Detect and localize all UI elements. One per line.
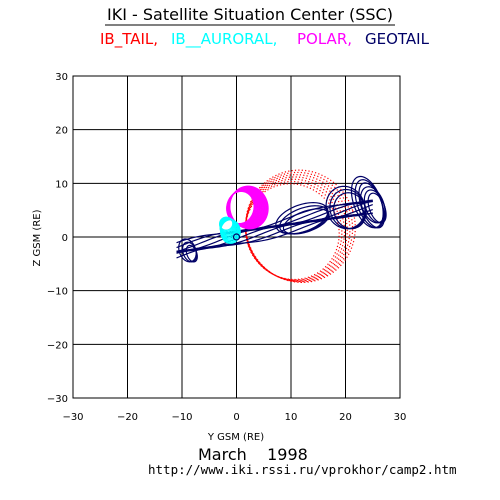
- x-axis-label: Y GSM (RE): [207, 432, 264, 443]
- polar-loop: [229, 185, 269, 230]
- chart-title: IKI - Satellite Situation Center (SSC): [107, 5, 393, 24]
- tick-labels: −30 −20 −10 0 10 20 30 −30 −20 −10 0 10 20 30: [47, 72, 406, 423]
- geotail-loop: [325, 185, 366, 230]
- geotail-loop: [367, 192, 387, 224]
- geotail-loop: [358, 182, 385, 229]
- geotail-loop: [275, 202, 329, 235]
- footer-date: March 1998: [198, 445, 308, 464]
- x-tick-label: 10: [285, 412, 298, 423]
- legend-entry-ib-auroral: IB__AURORAL,: [171, 30, 277, 49]
- geotail-track: [176, 200, 373, 244]
- x-tick-label: −30: [62, 412, 83, 423]
- ib-auroral-loop: [220, 219, 241, 244]
- y-tick-label: 0: [62, 233, 68, 244]
- x-tick-label: 30: [394, 412, 407, 423]
- ib-tail-loop: [244, 180, 343, 281]
- x-tick-label: 0: [233, 412, 239, 423]
- data-layers: [176, 169, 387, 283]
- y-axis-label: Z GSM (RE): [32, 209, 43, 266]
- y-tick-label: 10: [55, 179, 68, 190]
- plot-area: [72, 75, 401, 399]
- ib-tail-loop: [245, 174, 351, 283]
- y-tick-label: 30: [55, 72, 68, 83]
- geotail-track: [176, 200, 373, 254]
- legend-entry-geotail: GEOTAIL: [365, 30, 430, 48]
- x-tick-label: −10: [171, 412, 192, 423]
- legend-entry-polar: POLAR,: [297, 30, 352, 48]
- ib-tail-loop: [245, 178, 346, 282]
- geotail-loop: [185, 244, 198, 263]
- series-polar: [226, 185, 269, 230]
- y-tick-label: −20: [47, 340, 68, 351]
- geotail-loop: [363, 189, 387, 224]
- y-tick-label: −30: [47, 394, 68, 405]
- x-tick-label: −20: [117, 412, 138, 423]
- x-tick-label: 20: [339, 412, 352, 423]
- y-tick-label: 20: [55, 126, 68, 137]
- series-geotail: [176, 175, 387, 263]
- footer-url: http://www.iki.rssi.ru/vprokhor/camp2.ht…: [148, 462, 457, 477]
- geotail-loop: [279, 205, 330, 235]
- geotail-loop: [181, 241, 198, 263]
- geotail-loop: [360, 186, 386, 224]
- geotail-loop: [178, 238, 197, 263]
- geotail-loop: [282, 208, 330, 235]
- legend-entry-ib-tail: IB_TAIL,: [100, 30, 158, 49]
- y-tick-label: −10: [47, 287, 68, 298]
- geotail-loop: [329, 188, 367, 230]
- ib-tail-loop: [245, 176, 348, 282]
- earth-marker: [232, 233, 241, 241]
- legend: IB_TAIL, IB__AURORAL, POLAR, GEOTAIL: [100, 30, 430, 49]
- ib-tail-loop: [245, 171, 354, 283]
